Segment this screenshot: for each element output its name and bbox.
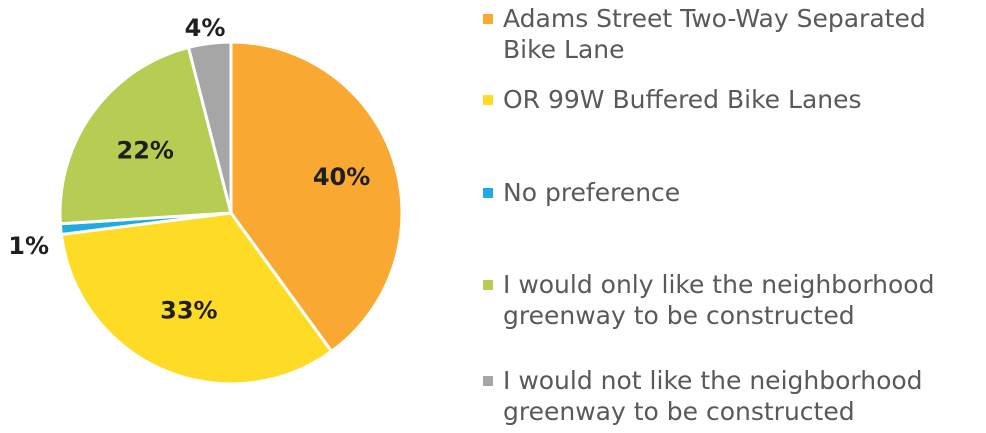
slice-value-label: 33% (160, 296, 217, 324)
legend-item: No preference (483, 177, 983, 208)
legend-item: OR 99W Buffered Bike Lanes (483, 84, 983, 115)
legend-item: I would not like the neighborhood greenw… (483, 365, 983, 427)
legend-label: No preference (503, 178, 681, 207)
pie-slice (58, 45, 233, 226)
legend-swatch (483, 280, 493, 290)
legend: Adams Street Two-Way Separated Bike Lane… (483, 0, 986, 433)
legend-label: I would not like the neighborhood greenw… (503, 366, 923, 426)
pie-slice (59, 211, 334, 386)
slice-value-label: 4% (185, 14, 226, 42)
legend-swatch (483, 376, 493, 386)
pie-slice (229, 40, 404, 354)
legend-swatch (483, 14, 493, 24)
slice-value-label: 40% (313, 163, 370, 191)
legend-swatch (483, 95, 493, 105)
slice-value-label: 22% (117, 137, 174, 165)
legend-label: OR 99W Buffered Bike Lanes (503, 85, 862, 114)
pie-chart: 40% 33% 1% 22% 4% (8, 14, 404, 386)
slice-value-label: 1% (8, 232, 49, 260)
legend-item: I would only like the neighborhood green… (483, 269, 983, 331)
legend-item: Adams Street Two-Way Separated Bike Lane (483, 3, 983, 65)
legend-label: Adams Street Two-Way Separated Bike Lane (503, 4, 926, 64)
legend-label: I would only like the neighborhood green… (503, 270, 935, 330)
legend-swatch (483, 188, 493, 198)
pie-slice (186, 40, 233, 214)
